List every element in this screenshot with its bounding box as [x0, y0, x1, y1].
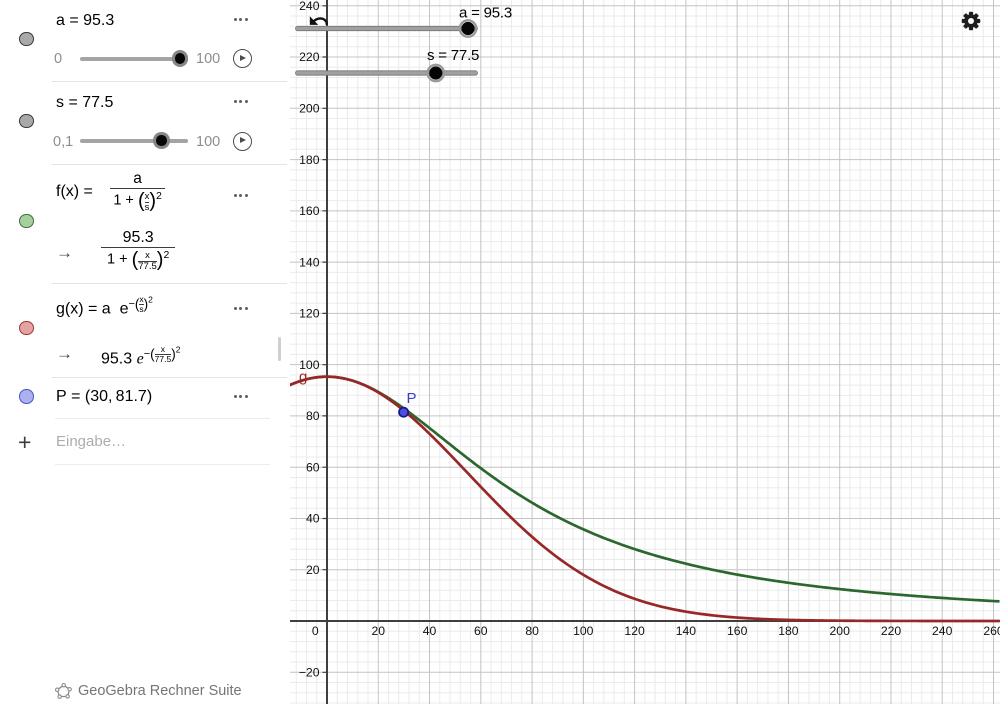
svg-text:0: 0 — [312, 624, 319, 638]
svg-text:200: 200 — [299, 102, 320, 116]
svg-text:260: 260 — [983, 624, 1000, 638]
svg-text:140: 140 — [299, 255, 320, 269]
svg-text:100: 100 — [299, 358, 320, 372]
svg-text:40: 40 — [423, 624, 437, 638]
svg-text:240: 240 — [299, 0, 320, 13]
svg-text:80: 80 — [306, 409, 320, 423]
svg-text:140: 140 — [676, 624, 697, 638]
svg-text:40: 40 — [306, 512, 320, 526]
svg-text:200: 200 — [830, 624, 851, 638]
svg-text:220: 220 — [881, 624, 902, 638]
svg-text:60: 60 — [474, 624, 488, 638]
svg-text:60: 60 — [306, 460, 320, 474]
svg-text:180: 180 — [299, 153, 320, 167]
svg-text:a = 95.3: a = 95.3 — [459, 5, 512, 22]
svg-text:160: 160 — [727, 624, 748, 638]
svg-text:20: 20 — [306, 563, 320, 577]
svg-text:240: 240 — [932, 624, 953, 638]
svg-text:100: 100 — [573, 624, 594, 638]
svg-text:80: 80 — [525, 624, 539, 638]
svg-text:160: 160 — [299, 204, 320, 218]
svg-text:120: 120 — [624, 624, 645, 638]
svg-text:180: 180 — [778, 624, 799, 638]
svg-text:220: 220 — [299, 50, 320, 64]
svg-text:20: 20 — [372, 624, 386, 638]
svg-text:120: 120 — [299, 307, 320, 321]
svg-text:−20: −20 — [299, 666, 320, 680]
svg-text:s = 77.5: s = 77.5 — [427, 47, 479, 64]
svg-text:P: P — [407, 390, 417, 407]
svg-text:g: g — [299, 369, 307, 386]
